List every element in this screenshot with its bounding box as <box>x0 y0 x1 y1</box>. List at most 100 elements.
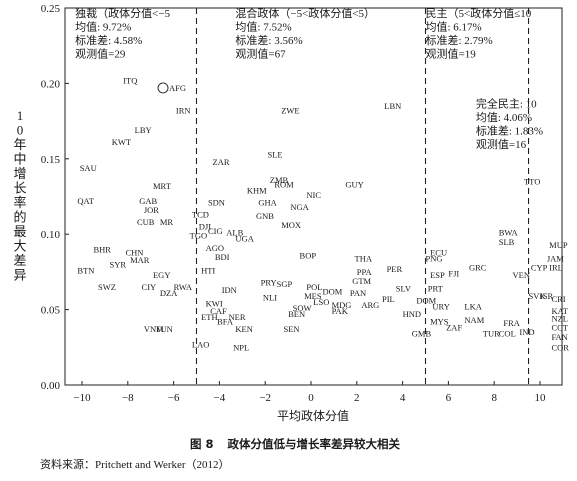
point-label: UGA <box>235 234 254 244</box>
point-label: FAN <box>551 332 567 342</box>
point-label: MYS <box>430 317 449 327</box>
point-label: COL <box>499 329 516 339</box>
figure-caption: 图 8 政体分值低与增长率差异较大相关 资料来源：Pritchett and We… <box>40 437 401 471</box>
point-label: BHR <box>93 244 111 254</box>
point-label: SEN <box>284 324 300 334</box>
figure-source-text: Pritchett and Werker（2012） <box>95 458 230 471</box>
highlight-circle <box>157 82 169 94</box>
region-annotation-line: 标准差: 1.83% <box>476 124 543 138</box>
x-tick-label: −8 <box>122 392 134 404</box>
point-label: BEN <box>288 309 305 319</box>
point-label: MUP <box>549 240 568 250</box>
point-label: ARG <box>361 300 379 310</box>
region-annotation-line: 混合政体（−5<政体分值<5） <box>235 6 375 20</box>
region-annotation-line: 完全民主: 10 <box>476 97 537 111</box>
y-tick-label: 0.25 <box>41 3 61 15</box>
point-label: EGY <box>153 270 170 280</box>
figure-number: 图 8 <box>190 437 214 451</box>
point-label: DZA <box>160 288 178 298</box>
point-label: TGO <box>190 231 207 241</box>
point-label: NZL <box>551 314 568 324</box>
point-label: KHM <box>247 185 267 195</box>
point-label: NLI <box>263 293 277 303</box>
point-label: CHN <box>126 247 144 257</box>
point-label: GTM <box>352 276 371 286</box>
x-tick-label: 6 <box>446 392 452 404</box>
point-label: ITQ <box>123 75 137 85</box>
region-annotation-line: 观测值=67 <box>235 48 286 61</box>
point-label: PRT <box>428 284 444 294</box>
point-label: SGP <box>277 279 293 289</box>
point-label: ZAF <box>446 323 462 333</box>
point-label: ZAR <box>213 157 230 167</box>
point-label: NPL <box>233 342 249 352</box>
point-label: CRI <box>551 294 565 304</box>
point-label: SOW <box>293 303 312 313</box>
point-label: NER <box>229 312 246 322</box>
x-tick-label: 8 <box>491 392 497 404</box>
figure-source-prefix: 资料来源： <box>40 457 95 471</box>
point-label: JAM <box>547 253 564 263</box>
point-label: CUB <box>137 217 155 227</box>
point-label: ROM <box>274 179 294 189</box>
point-label: LSO <box>313 297 329 307</box>
x-tick-label: 0 <box>308 392 314 404</box>
region-annotation-line: 均值: 6.17% <box>426 21 482 34</box>
point-label: SWZ <box>98 282 116 292</box>
point-label: NAM <box>464 315 484 325</box>
point-label: SVK <box>529 291 547 301</box>
point-label: GHA <box>258 198 277 208</box>
point-label: VEN <box>513 270 530 280</box>
region-annotation-line: 均值: 7.52% <box>235 21 291 34</box>
point-label: KWI <box>206 299 223 309</box>
point-label: AGO <box>206 243 224 253</box>
y-tick-label: 0.05 <box>41 305 61 317</box>
region-annotation-line: 独裁（政体分值<−5 <box>75 6 170 20</box>
point-label: KAT <box>551 306 568 316</box>
point-label: RWA <box>174 282 193 292</box>
point-label: SAU <box>80 163 97 173</box>
point-label: ETH <box>201 312 218 322</box>
point-label: PAN <box>350 288 366 298</box>
point-label: BTN <box>77 265 94 275</box>
x-tick-label: 4 <box>400 392 406 404</box>
point-label: PER <box>387 264 403 274</box>
x-tick-label: −6 <box>168 392 180 404</box>
point-label: PNG <box>426 253 443 263</box>
point-label: COR <box>551 342 569 352</box>
point-label: GUY <box>345 179 363 189</box>
point-label: ESP <box>430 270 445 280</box>
point-label: MOX <box>281 220 301 230</box>
point-label: MRT <box>153 181 172 191</box>
figure-caption-title: 图 8 政体分值低与增长率差异较大相关 <box>190 437 401 451</box>
point-label: TTO <box>524 176 540 186</box>
region-annotation-line: 均值: 9.72% <box>75 21 131 34</box>
point-label: LKA <box>464 302 482 312</box>
x-axis-ticks: −10 −8 −6 −4 −2 0 2 4 6 8 10 <box>73 381 546 404</box>
point-label: CCT <box>551 323 568 333</box>
point-label: ISR <box>540 291 554 301</box>
y-axis-label: 1 0 年中增长率的最大差异 <box>13 108 26 283</box>
x-axis-label: 平均政体分值 <box>277 408 349 423</box>
point-label: QAT <box>77 196 94 206</box>
region-annotation-line: 标准差: 4.58% <box>75 33 142 47</box>
x-tick-label: 10 <box>535 392 547 404</box>
point-label: LBY <box>135 125 152 135</box>
point-label: MES <box>304 291 322 301</box>
point-label: KEN <box>235 324 252 334</box>
point-label: TCD <box>192 210 209 220</box>
point-label: AFG <box>169 83 186 93</box>
region-annotation-line: 均值: 4.06% <box>476 111 532 124</box>
point-label: IRL <box>549 262 563 272</box>
point-label: DJI <box>199 222 211 232</box>
point-label: MR <box>160 217 174 227</box>
point-label: SLB <box>499 237 515 247</box>
point-label: ECU <box>430 247 447 257</box>
point-label: IND <box>519 327 534 337</box>
point-label: KWT <box>112 137 132 147</box>
point-label: SLE <box>267 149 282 159</box>
point-label: POL <box>306 282 322 292</box>
point-label: DOM <box>322 287 342 297</box>
